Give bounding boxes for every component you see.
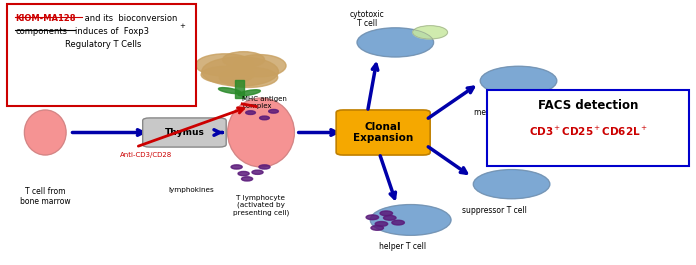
Circle shape [370,205,451,235]
Text: induces of  Foxp3: induces of Foxp3 [75,26,149,36]
Ellipse shape [223,52,264,68]
Circle shape [473,170,550,199]
Circle shape [371,226,383,230]
Circle shape [246,111,255,114]
Text: Anti-CD3/CD28: Anti-CD3/CD28 [120,152,173,158]
Ellipse shape [233,55,286,77]
Text: CD3$^+$CD25$^+$CD62L$^+$: CD3$^+$CD25$^+$CD62L$^+$ [529,125,647,138]
Text: cytotoxic: cytotoxic [350,10,385,19]
Text: T lymphocyte
(activated by
presenting cell): T lymphocyte (activated by presenting ce… [233,195,289,216]
Ellipse shape [228,98,294,167]
Text: T cell: T cell [357,20,378,29]
Text: Maturation: Maturation [26,84,88,94]
Text: Clonal
Expansion: Clonal Expansion [353,122,413,143]
Circle shape [242,177,253,181]
Text: lymphokines: lymphokines [168,187,214,193]
Text: Thymus: Thymus [164,128,205,137]
Text: +: + [180,23,185,29]
Text: and its  bioconversion: and its bioconversion [82,14,177,23]
Text: memory T cell: memory T cell [474,108,528,117]
Text: helper T cell: helper T cell [379,242,426,251]
Ellipse shape [201,66,254,83]
Text: MHC antigen
complex: MHC antigen complex [242,95,287,109]
Circle shape [252,170,263,174]
Circle shape [480,66,557,95]
Circle shape [259,165,270,169]
Circle shape [357,28,434,57]
Text: T cell from
bone marrow: T cell from bone marrow [20,187,70,206]
Text: suppressor T cell: suppressor T cell [461,206,527,215]
Bar [235,80,244,98]
Ellipse shape [219,88,241,94]
Ellipse shape [196,54,254,76]
Circle shape [413,26,448,39]
Ellipse shape [219,67,278,87]
Circle shape [366,215,379,220]
Circle shape [269,109,278,113]
Circle shape [231,165,242,169]
Circle shape [380,211,393,216]
FancyBboxPatch shape [10,74,101,103]
FancyBboxPatch shape [143,118,226,147]
Circle shape [260,116,269,120]
FancyBboxPatch shape [487,90,689,166]
Text: KIOM-MA128: KIOM-MA128 [15,14,76,23]
FancyBboxPatch shape [7,4,196,106]
Text: Regulatory T Cells: Regulatory T Cells [65,40,141,49]
Text: components: components [15,26,68,36]
Circle shape [392,220,404,225]
Circle shape [383,215,396,220]
Circle shape [238,171,249,176]
Circle shape [375,222,388,226]
Ellipse shape [24,110,66,155]
Ellipse shape [238,90,260,96]
Text: FACS detection: FACS detection [538,99,638,112]
Ellipse shape [202,57,278,86]
FancyBboxPatch shape [336,110,430,155]
